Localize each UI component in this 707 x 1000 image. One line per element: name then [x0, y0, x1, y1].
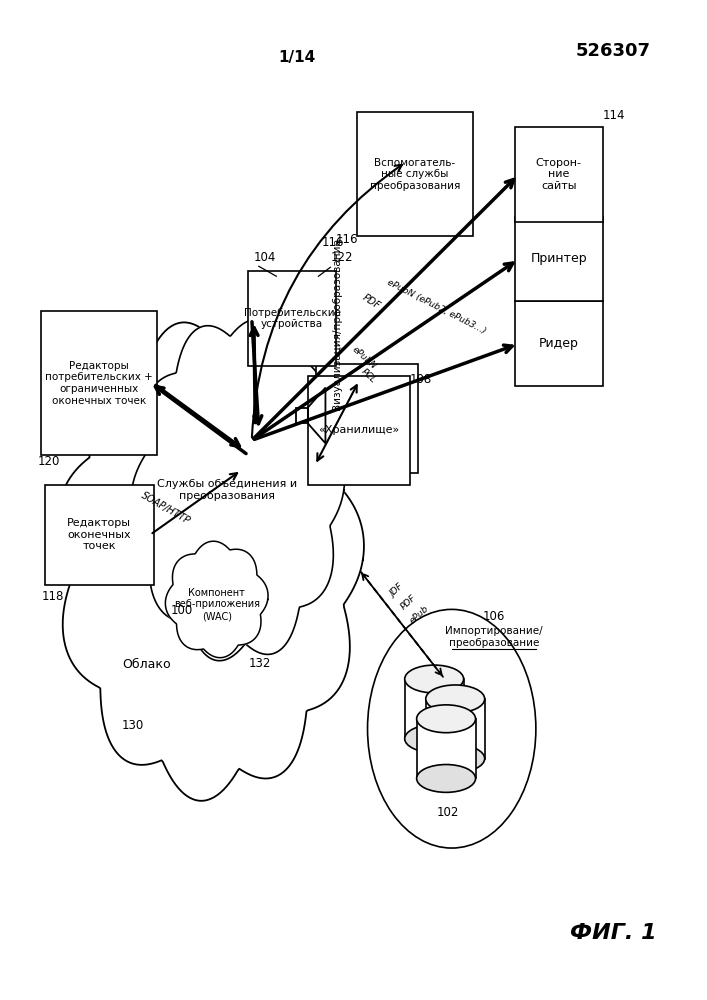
FancyBboxPatch shape — [316, 364, 418, 473]
Text: 108: 108 — [409, 373, 432, 386]
FancyBboxPatch shape — [357, 112, 473, 236]
Text: PDF: PDF — [361, 292, 382, 311]
Ellipse shape — [416, 705, 476, 733]
Text: 526307: 526307 — [575, 42, 650, 60]
Text: «Хранилище»: «Хранилище» — [318, 425, 399, 435]
Ellipse shape — [426, 745, 485, 772]
Text: Визуализация/преобразование: Визуализация/преобразование — [332, 239, 342, 410]
FancyBboxPatch shape — [515, 301, 602, 386]
Text: Облако: Облако — [122, 658, 171, 671]
Text: 110: 110 — [515, 283, 537, 296]
FancyBboxPatch shape — [308, 376, 409, 485]
Text: ePubN: ePubN — [350, 345, 378, 371]
Polygon shape — [58, 322, 364, 801]
Text: 106: 106 — [483, 610, 505, 623]
Ellipse shape — [404, 725, 464, 753]
FancyBboxPatch shape — [416, 719, 476, 778]
Ellipse shape — [416, 765, 476, 792]
Text: PCL: PCL — [359, 367, 378, 385]
FancyBboxPatch shape — [426, 699, 485, 759]
Text: Ридер: Ридер — [539, 337, 578, 350]
Text: 112: 112 — [515, 199, 537, 212]
Text: 116: 116 — [321, 236, 344, 249]
Text: PDF: PDF — [399, 593, 418, 611]
Text: 116: 116 — [335, 233, 358, 246]
Text: Вспомогатель-
ные службы
преобразования: Вспомогатель- ные службы преобразования — [370, 158, 460, 191]
FancyBboxPatch shape — [515, 217, 602, 301]
Text: 102: 102 — [437, 806, 460, 819]
Text: 100: 100 — [170, 604, 193, 617]
FancyBboxPatch shape — [41, 311, 157, 455]
Polygon shape — [131, 319, 344, 661]
Text: Импортирование/
преобразование: Импортирование/ преобразование — [445, 626, 542, 648]
Ellipse shape — [426, 685, 485, 713]
Text: SOAP/HTTP: SOAP/HTTP — [139, 490, 192, 526]
Text: Сторон-
ние
сайты: Сторон- ние сайты — [536, 158, 582, 191]
Text: 130: 130 — [122, 719, 144, 732]
Text: ePub: ePub — [407, 604, 430, 625]
Text: JDF: JDF — [389, 583, 405, 599]
FancyBboxPatch shape — [515, 127, 602, 222]
Text: 1/14: 1/14 — [279, 50, 316, 65]
Text: 104: 104 — [253, 251, 276, 264]
Text: 122: 122 — [331, 251, 354, 264]
Text: 118: 118 — [41, 589, 64, 602]
FancyBboxPatch shape — [45, 485, 153, 585]
Text: Принтер: Принтер — [530, 252, 587, 265]
Text: 132: 132 — [248, 657, 271, 670]
Polygon shape — [165, 541, 268, 658]
Text: 114: 114 — [602, 109, 625, 122]
Ellipse shape — [404, 665, 464, 693]
Text: Компонент
веб-приложения
(WAC): Компонент веб-приложения (WAC) — [174, 588, 259, 621]
Text: Редакторы
потребительских +
ограниченных
оконечных точек: Редакторы потребительских + ограниченных… — [45, 361, 153, 406]
Text: Службы объединения и
преобразования: Службы объединения и преобразования — [157, 479, 298, 501]
Text: Потребительские
устройства: Потребительские устройства — [244, 308, 341, 329]
Text: Редакторы
оконечных
точек: Редакторы оконечных точек — [67, 518, 132, 551]
FancyBboxPatch shape — [404, 679, 464, 739]
Text: 120: 120 — [38, 455, 60, 468]
Text: ePubN (ePub2, ePub3...): ePubN (ePub2, ePub3...) — [385, 278, 487, 336]
FancyBboxPatch shape — [248, 271, 336, 366]
Text: ФИГ. 1: ФИГ. 1 — [570, 923, 656, 943]
